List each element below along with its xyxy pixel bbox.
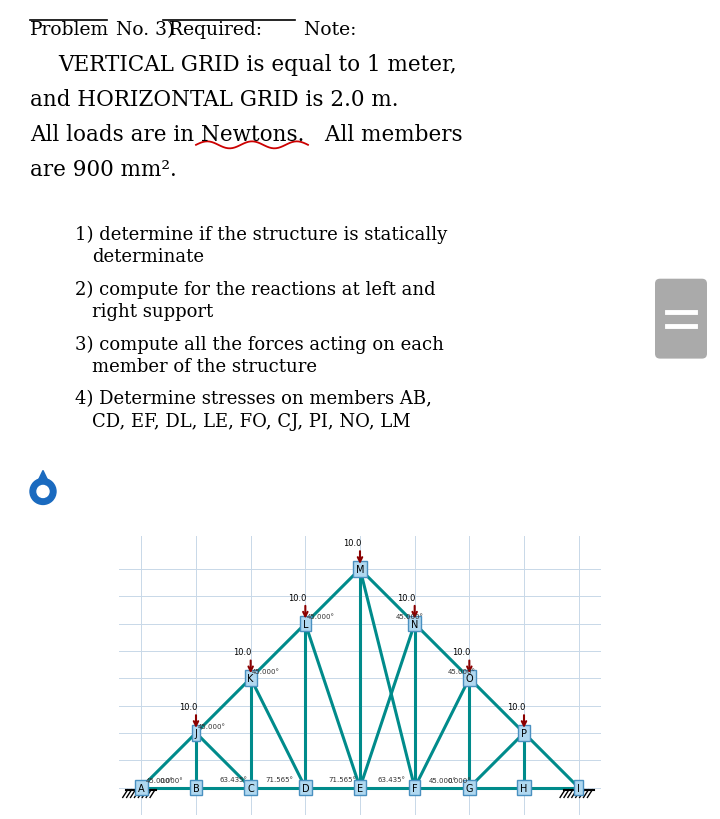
Text: Problem: Problem [30,21,109,39]
Text: No. 3): No. 3) [110,21,174,39]
Text: 45.000°: 45.000° [197,723,225,729]
Text: H: H [521,783,528,793]
Text: 10.0: 10.0 [179,702,197,711]
Text: 71.565°: 71.565° [266,776,294,781]
Text: N: N [411,619,418,629]
Text: J: J [194,728,197,738]
Text: 2) compute for the reactions at left and: 2) compute for the reactions at left and [75,280,436,298]
Text: CD, EF, DL, LE, FO, CJ, PI, NO, LM: CD, EF, DL, LE, FO, CJ, PI, NO, LM [92,412,410,430]
Text: C: C [247,783,254,793]
Text: 45.000°: 45.000° [252,668,280,674]
Text: 71.565°: 71.565° [328,776,356,781]
Text: B: B [193,783,199,793]
Text: are 900 mm².: are 900 mm². [30,159,176,181]
Text: K: K [248,673,254,683]
Text: O: O [466,673,473,683]
Text: 45.000°: 45.000° [395,613,423,620]
Text: Required:: Required: [163,21,262,39]
Text: Note:: Note: [298,21,356,39]
Text: 0.000°: 0.000° [447,776,471,783]
FancyBboxPatch shape [655,279,707,360]
Circle shape [37,486,49,498]
Text: 1) determine if the structure is statically: 1) determine if the structure is statica… [75,225,447,243]
Text: 45.000°: 45.000° [428,776,456,783]
Text: 10.0: 10.0 [288,593,306,602]
Polygon shape [33,471,53,492]
Text: 45.000°: 45.000° [447,668,475,674]
Text: and HORIZONTAL GRID is 2.0 m.: and HORIZONTAL GRID is 2.0 m. [30,88,398,111]
Text: determinate: determinate [92,247,204,265]
Text: D: D [302,783,309,793]
Text: 45.000°: 45.000° [145,776,174,783]
Text: 63.435°: 63.435° [219,776,247,781]
Text: 10.0: 10.0 [507,702,525,711]
Text: All loads are in Newtons.   All members: All loads are in Newtons. All members [30,124,463,146]
Text: L: L [302,619,308,629]
Text: 0.000°: 0.000° [159,776,183,783]
Text: 10.0: 10.0 [233,648,252,657]
Text: M: M [356,564,364,574]
Text: 10.0: 10.0 [343,538,361,547]
Text: P: P [521,728,527,738]
Text: 4) Determine stresses on members AB,: 4) Determine stresses on members AB, [75,390,432,408]
Text: VERTICAL GRID is equal to 1 meter,: VERTICAL GRID is equal to 1 meter, [58,54,456,76]
Text: I: I [577,783,580,793]
Text: E: E [357,783,363,793]
Circle shape [30,479,56,505]
Text: 63.435°: 63.435° [378,776,406,781]
Text: 3) compute all the forces acting on each: 3) compute all the forces acting on each [75,335,444,353]
Text: A: A [138,783,145,793]
Text: 10.0: 10.0 [397,593,415,602]
Text: right support: right support [92,302,213,320]
Text: G: G [466,783,473,793]
Text: 10.0: 10.0 [452,648,470,657]
Text: member of the structure: member of the structure [92,357,317,375]
Text: 45.000°: 45.000° [307,613,335,620]
Circle shape [575,785,582,791]
Text: F: F [412,783,418,793]
